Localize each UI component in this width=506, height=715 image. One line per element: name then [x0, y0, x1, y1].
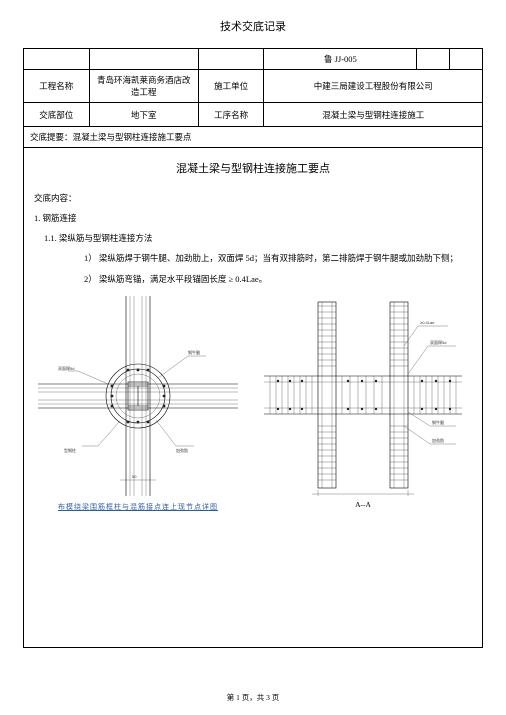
procedure-value: 混凝土梁与型钢柱连接施工: [264, 103, 483, 127]
svg-text:型钢柱: 型钢柱: [64, 447, 76, 453]
part-value: 地下室: [89, 103, 198, 127]
bullet-1: 1） 梁纵筋焊于钢牛腿、加劲肋上，双面焊 5d；当有双排筋时，第二排筋焊于钢牛腿…: [34, 252, 472, 265]
figure-area: 双面焊5d 钢牛腿 型钢柱 加劲肋 50 布模绕梁围筋框柱与混筋接点连上现节点详…: [34, 296, 472, 516]
bullet-2: 2） 梁纵筋弯锚，满足水平段锚固长度 ≥ 0.4Lae。: [34, 273, 472, 286]
label-part: 交底部位: [24, 103, 90, 127]
svg-text:钢牛腿: 钢牛腿: [432, 419, 444, 425]
content-frame: 混凝土梁与型钢柱连接施工要点 交底内容： 1. 钢筋连接 1.1. 梁纵筋与型钢…: [23, 148, 483, 648]
svg-text:加劲肋: 加劲肋: [432, 437, 444, 443]
figure-1-caption: 布模绕梁围筋框柱与混筋接点连上现节点详图: [38, 502, 238, 512]
label-construct-unit: 施工单位: [198, 70, 264, 103]
figure-1: 双面焊5d 钢牛腿 型钢柱 加劲肋 50 布模绕梁围筋框柱与混筋接点连上现节点详…: [38, 296, 238, 506]
summary-text: 混凝土梁与型钢柱连接施工要点: [73, 132, 192, 142]
svg-text:≥0.4Lae: ≥0.4Lae: [420, 320, 435, 325]
label-project-name: 工程名称: [24, 70, 90, 103]
svg-text:加劲肋: 加劲肋: [176, 447, 188, 453]
figure-2-caption: A--A: [258, 500, 468, 509]
figure-2: ≥0.4Lae 双面焊5d 钢牛腿 加劲肋 A--A: [258, 296, 468, 506]
summary-label: 交底提要：: [30, 132, 73, 142]
header-table: 鲁 JJ-005 工程名称 青岛环海凯莱商务酒店改造工程 施工单位 中建三局建设…: [23, 48, 483, 127]
label-procedure: 工序名称: [198, 103, 264, 127]
construct-unit: 中建三局建设工程股份有限公司: [264, 70, 483, 103]
project-name: 青岛环海凯莱商务酒店改造工程: [89, 70, 198, 103]
summary-row: 交底提要：混凝土梁与型钢柱连接施工要点: [23, 127, 483, 148]
page-footer: 第 1 页，共 3 页: [0, 692, 506, 703]
content-title: 混凝土梁与型钢柱连接施工要点: [34, 160, 472, 176]
doc-code: 鲁 JJ-005: [264, 49, 417, 70]
heading-1: 1. 钢筋连接: [34, 212, 472, 224]
svg-text:50: 50: [132, 474, 137, 479]
svg-text:双面焊5d: 双面焊5d: [430, 339, 446, 345]
content-label: 交底内容：: [34, 192, 472, 204]
svg-text:钢牛腿: 钢牛腿: [188, 349, 200, 355]
heading-1-1: 1.1. 梁纵筋与型钢柱连接方法: [34, 232, 472, 244]
svg-text:双面焊5d: 双面焊5d: [58, 365, 74, 371]
doc-title: 技术交底记录: [0, 0, 506, 48]
